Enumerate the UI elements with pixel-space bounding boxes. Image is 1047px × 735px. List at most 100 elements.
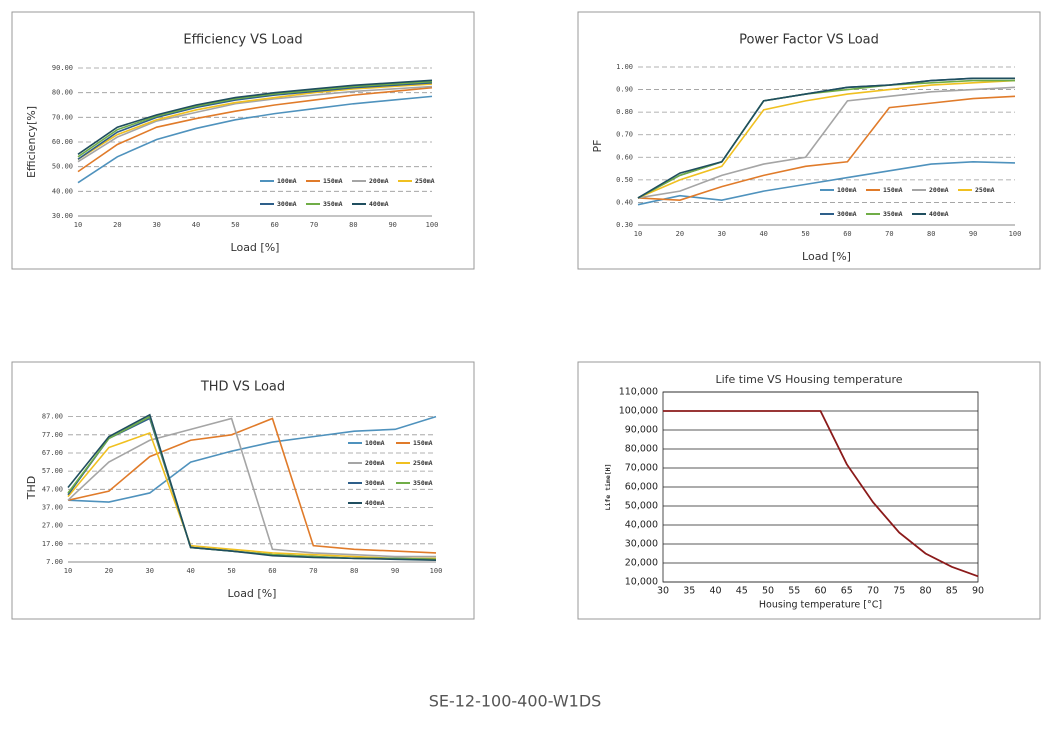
y-tick-label: 10,000	[625, 577, 658, 588]
x-tick-label: 80	[349, 221, 357, 229]
x-tick-label: 60	[270, 221, 278, 229]
x-tick-label: 80	[919, 586, 931, 597]
y-tick-label: 0.50	[616, 176, 633, 184]
legend-label: 400mA	[365, 499, 385, 507]
data-line	[663, 410, 979, 578]
y-tick-label: 0.90	[616, 86, 633, 94]
y-tick-label: 67.00	[42, 449, 63, 457]
series-line	[637, 79, 1015, 199]
x-tick-label: 30	[152, 221, 160, 229]
x-tick-label: 90	[969, 230, 977, 238]
x-axis-label: Load [%]	[802, 250, 851, 263]
y-tick-label: 27.00	[42, 522, 63, 530]
x-tick-label: 100	[430, 567, 443, 575]
y-axis-label: Life time[H]	[604, 464, 612, 511]
x-tick-label: 35	[683, 586, 695, 597]
x-tick-label: 50	[227, 567, 235, 575]
panel	[11, 361, 475, 620]
x-tick-label: 40	[759, 230, 767, 238]
y-tick-label: 47.00	[42, 485, 63, 493]
x-tick-label: 50	[231, 221, 239, 229]
series-line	[67, 417, 437, 554]
y-tick-label: 17.00	[42, 540, 63, 548]
x-tick-label: 70	[309, 567, 317, 575]
x-tick-label: 30	[718, 230, 726, 238]
x-tick-label: 40	[192, 221, 200, 229]
x-tick-label: 80	[350, 567, 358, 575]
y-tick-label: 50.00	[52, 163, 73, 171]
x-tick-label: 100	[1009, 230, 1022, 238]
y-tick-label: 50,000	[625, 501, 658, 512]
panel	[577, 11, 1041, 270]
x-axis-label: Housing temperature [°C]	[759, 600, 882, 611]
legend-label: 200mA	[369, 177, 389, 185]
series-line	[67, 431, 436, 560]
legend-label: 200mA	[929, 186, 949, 194]
series-line	[67, 413, 437, 561]
x-tick-label: 20	[113, 221, 121, 229]
legend-label: 150mA	[323, 177, 343, 185]
x-tick-label: 75	[893, 586, 905, 597]
y-tick-label: 70,000	[625, 463, 658, 474]
x-tick-label: 10	[74, 221, 82, 229]
y-tick-label: 20,000	[625, 558, 658, 569]
legend-label: 300mA	[277, 200, 297, 208]
legend-label: 350mA	[323, 200, 343, 208]
series-line	[77, 85, 433, 163]
series-line	[67, 417, 436, 558]
y-tick-label: 0.40	[616, 198, 633, 206]
y-tick-label: 60.00	[52, 138, 73, 146]
x-tick-label: 80	[927, 230, 935, 238]
x-tick-label: 45	[736, 586, 748, 597]
series-line	[637, 77, 1015, 199]
y-axis-label: THD	[25, 476, 38, 500]
legend-label: 250mA	[415, 177, 435, 185]
legend-label: 150mA	[883, 186, 903, 194]
x-tick-label: 20	[105, 567, 113, 575]
legend-label: 250mA	[413, 459, 433, 467]
y-tick-label: 90,000	[625, 425, 658, 436]
y-tick-label: 0.30	[616, 221, 633, 229]
series-line	[77, 86, 433, 173]
series-line	[77, 95, 433, 184]
x-tick-label: 10	[634, 230, 642, 238]
x-tick-label: 60	[814, 586, 826, 597]
x-tick-label: 30	[657, 586, 669, 597]
y-tick-label: 30.00	[52, 212, 73, 220]
y-tick-label: 0.80	[616, 108, 633, 116]
y-tick-label: 87.00	[42, 413, 63, 421]
x-tick-label: 55	[788, 586, 800, 597]
y-tick-label: 60,000	[625, 482, 658, 493]
y-tick-label: 77.00	[42, 431, 63, 439]
legend-label: 200mA	[365, 459, 385, 467]
series-line	[637, 79, 1016, 199]
x-tick-label: 70	[867, 586, 879, 597]
legend-label: 150mA	[413, 439, 433, 447]
series-line	[77, 83, 433, 160]
chart-title: Efficiency VS Load	[183, 33, 302, 48]
series-line	[637, 86, 1016, 199]
x-tick-label: 85	[946, 586, 958, 597]
chart-title: THD VS Load	[200, 380, 285, 395]
x-tick-label: 30	[146, 567, 154, 575]
x-tick-label: 50	[762, 586, 774, 597]
y-tick-label: 0.70	[616, 131, 633, 139]
legend-label: 100mA	[277, 177, 297, 185]
x-tick-label: 40	[186, 567, 194, 575]
series-line	[637, 160, 1016, 206]
legend-label: 300mA	[837, 210, 857, 218]
legend-label: 350mA	[883, 210, 903, 218]
series-line	[637, 95, 1016, 201]
legend-label: 350mA	[413, 479, 433, 487]
panel	[577, 361, 1041, 620]
x-tick-label: 70	[885, 230, 893, 238]
y-tick-label: 40.00	[52, 187, 73, 195]
x-tick-label: 60	[843, 230, 851, 238]
series-line	[77, 80, 433, 158]
y-tick-label: 100,000	[619, 406, 658, 417]
x-tick-label: 50	[801, 230, 809, 238]
y-tick-label: 80.00	[52, 89, 73, 97]
x-tick-label: 20	[676, 230, 684, 238]
series-line	[77, 82, 433, 160]
